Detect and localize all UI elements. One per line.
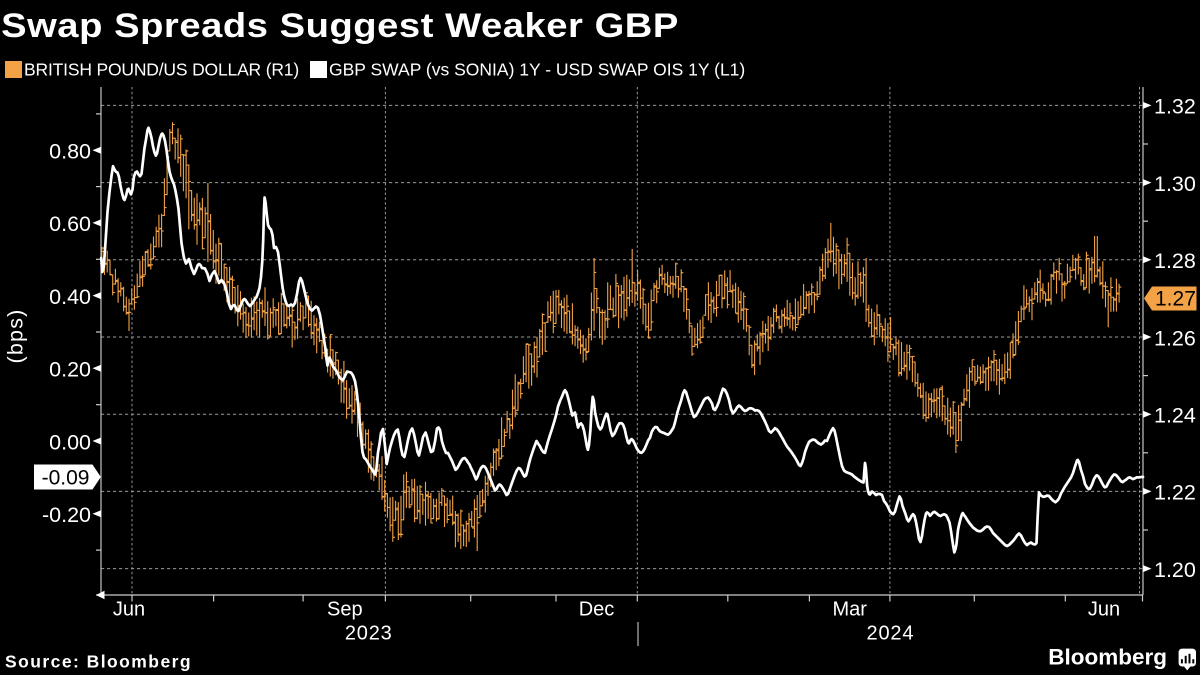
svg-text:Source: Bloomberg: Source: Bloomberg	[5, 652, 192, 672]
svg-text:0.20: 0.20	[49, 358, 91, 382]
svg-text:2023: 2023	[345, 623, 393, 645]
svg-text:Dec: Dec	[579, 599, 615, 621]
svg-text:Jun: Jun	[113, 599, 145, 621]
svg-text:1.28: 1.28	[1154, 249, 1196, 273]
svg-text:0.40: 0.40	[49, 285, 91, 309]
svg-text:1.24: 1.24	[1154, 403, 1196, 427]
svg-text:1.30: 1.30	[1154, 172, 1196, 196]
svg-text:2024: 2024	[867, 623, 915, 645]
svg-text:1.27: 1.27	[1155, 288, 1196, 311]
svg-text:Jun: Jun	[1088, 599, 1120, 621]
svg-text:Swap Spreads Suggest Weaker GB: Swap Spreads Suggest Weaker GBP	[1, 6, 679, 45]
svg-text:(bps): (bps)	[4, 309, 28, 364]
svg-text:1.32: 1.32	[1154, 95, 1196, 119]
svg-text:0.60: 0.60	[49, 212, 91, 236]
svg-text:-0.09: -0.09	[42, 467, 90, 490]
svg-text:1.26: 1.26	[1154, 326, 1196, 350]
svg-text:0.00: 0.00	[49, 430, 91, 454]
svg-text:Sep: Sep	[327, 599, 363, 621]
svg-text:Mar: Mar	[832, 599, 867, 621]
svg-text:0.80: 0.80	[49, 139, 91, 163]
svg-text:Bloomberg: Bloomberg	[1048, 645, 1167, 670]
svg-text:-0.20: -0.20	[42, 503, 91, 527]
svg-text:1.20: 1.20	[1154, 558, 1196, 582]
svg-text:1.22: 1.22	[1154, 481, 1196, 505]
svg-text:GBP SWAP (vs SONIA) 1Y - USD S: GBP SWAP (vs SONIA) 1Y - USD SWAP OIS 1Y…	[329, 60, 745, 80]
svg-text:BRITISH POUND/US DOLLAR (R1): BRITISH POUND/US DOLLAR (R1)	[24, 60, 299, 80]
